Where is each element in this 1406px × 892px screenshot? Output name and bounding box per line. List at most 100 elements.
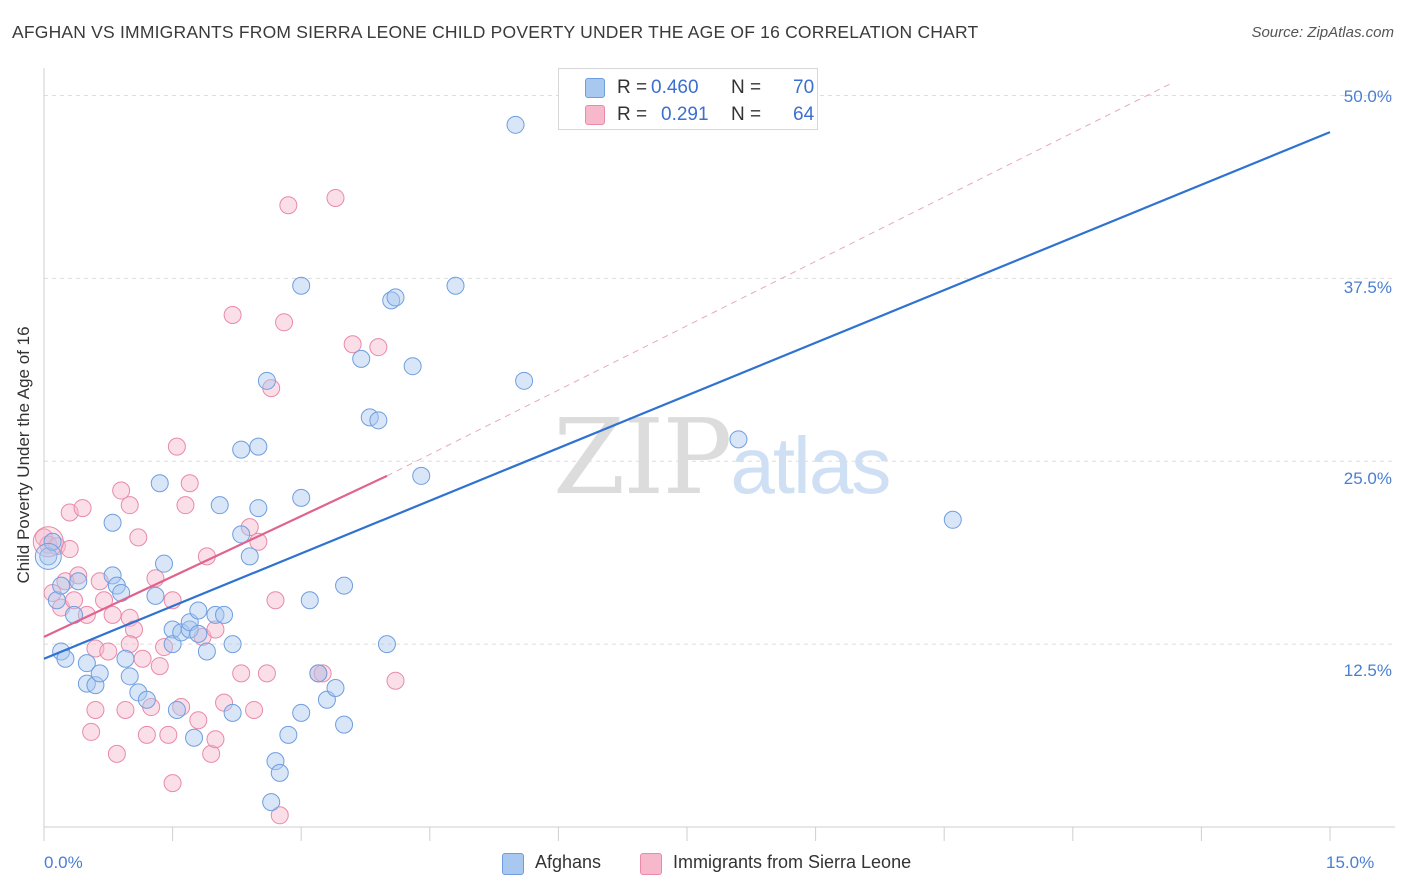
data-point-afghans — [223, 703, 242, 722]
data-point-sierra-leone — [73, 499, 92, 518]
legend-n-value: 70 — [793, 77, 815, 98]
data-point-sierra-leone — [60, 540, 79, 559]
data-point-afghans — [335, 576, 354, 595]
source-credit: Source: ZipAtlas.com — [1251, 24, 1394, 41]
data-point-sierra-leone — [189, 711, 208, 730]
legend-label-sierra-leone: Immigrants from Sierra Leone — [673, 852, 912, 872]
data-point-afghans — [386, 288, 405, 307]
y-tick-label: 25.0% — [1343, 469, 1392, 488]
data-point-afghans — [210, 496, 229, 515]
data-point-afghans — [377, 635, 396, 654]
data-point-sierra-leone — [275, 313, 294, 332]
data-point-afghans — [189, 601, 208, 620]
data-point-sierra-leone — [133, 649, 152, 668]
data-point-sierra-leone — [369, 338, 388, 357]
data-point-sierra-leone — [206, 620, 225, 639]
trend-lines — [43, 131, 1331, 660]
data-point-afghans — [412, 466, 431, 485]
data-point-afghans — [120, 667, 139, 686]
data-point-afghans — [116, 649, 135, 668]
data-point-sierra-leone — [386, 671, 405, 690]
data-point-afghans — [47, 591, 66, 610]
data-point-sierra-leone — [232, 664, 251, 683]
y-axis-label: Child Poverty Under the Age of 16 — [14, 326, 33, 584]
axes — [43, 68, 1395, 841]
data-point-afghans — [309, 664, 328, 683]
data-point-sierra-leone — [326, 188, 345, 207]
data-point-afghans — [146, 586, 165, 605]
legend-r-label: R = — [617, 77, 648, 98]
data-point-afghans — [69, 572, 88, 591]
data-point-afghans — [103, 513, 122, 532]
legend-r-value: 0.291 — [661, 104, 709, 125]
data-point-afghans — [103, 566, 122, 585]
data-point-afghans — [506, 115, 525, 134]
legend-n-value: 64 — [793, 104, 815, 125]
data-point-sierra-leone — [202, 744, 221, 763]
data-point-afghans — [943, 510, 962, 529]
data-point-afghans — [270, 763, 289, 782]
data-point-sierra-leone — [86, 700, 105, 719]
data-point-afghans — [197, 642, 216, 661]
data-point-afghans — [232, 525, 251, 544]
x-tick-label: 0.0% — [44, 853, 83, 872]
data-point-sierra-leone — [279, 196, 298, 215]
legend-label-afghans: Afghans — [535, 852, 602, 872]
data-point-sierra-leone — [129, 528, 148, 547]
data-point-sierra-leone — [137, 725, 156, 744]
data-point-sierra-leone — [163, 774, 182, 793]
chart-title: AFGHAN VS IMMIGRANTS FROM SIERRA LEONE C… — [12, 22, 979, 42]
x-tick-label: 15.0% — [1326, 853, 1375, 872]
series-afghans-points — [34, 115, 962, 812]
data-point-sierra-leone — [266, 591, 285, 610]
data-point-afghans — [249, 499, 268, 518]
data-point-afghans — [352, 349, 371, 368]
data-point-afghans — [326, 679, 345, 698]
data-point-afghans — [300, 591, 319, 610]
data-point-afghans — [515, 371, 534, 390]
data-point-afghans — [223, 635, 242, 654]
data-point-afghans — [232, 440, 251, 459]
data-point-afghans — [185, 728, 204, 747]
data-point-afghans — [137, 690, 156, 709]
data-point-sierra-leone — [120, 496, 139, 515]
data-point-sierra-leone — [270, 806, 289, 825]
y-tick-label: 50.0% — [1343, 87, 1392, 106]
legend-swatch-pink — [640, 853, 662, 875]
data-point-afghans — [249, 437, 268, 456]
correlation-legend: R = 0.460 N = 70 R = 0.291 N = 64 — [558, 68, 818, 130]
data-point-afghans — [262, 793, 281, 812]
legend-swatch-blue — [585, 78, 605, 98]
legend-swatch-pink — [585, 105, 605, 125]
data-point-sierra-leone — [206, 730, 225, 749]
data-point-sierra-leone — [116, 700, 135, 719]
trend-line-sierra-leone — [43, 474, 388, 638]
data-point-sierra-leone — [150, 657, 169, 676]
data-point-afghans — [292, 276, 311, 295]
data-point-sierra-leone — [99, 642, 118, 661]
data-point-sierra-leone — [180, 474, 199, 493]
data-point-afghans — [180, 620, 199, 639]
legend-n-label: N = — [731, 77, 762, 98]
watermark: ZIPatlas — [553, 396, 891, 518]
data-point-sierra-leone — [103, 605, 122, 624]
data-point-sierra-leone — [223, 305, 242, 324]
data-point-afghans — [729, 430, 748, 449]
data-point-sierra-leone — [176, 496, 195, 515]
data-point-afghans — [150, 474, 169, 493]
data-point-afghans — [292, 703, 311, 722]
data-point-afghans — [403, 357, 422, 376]
data-point-afghans — [240, 547, 259, 566]
watermark-zip: ZIP — [553, 396, 732, 518]
legend-n-label: N = — [731, 104, 762, 125]
data-point-sierra-leone — [167, 437, 186, 456]
data-point-sierra-leone — [69, 566, 88, 585]
data-point-afghans — [215, 605, 234, 624]
data-point-afghans — [446, 276, 465, 295]
legend-swatch-blue — [502, 853, 524, 875]
reference-line — [386, 83, 1171, 477]
data-point-sierra-leone — [313, 664, 332, 683]
legend-r-value: 0.460 — [651, 77, 699, 98]
data-point-sierra-leone — [82, 722, 101, 741]
